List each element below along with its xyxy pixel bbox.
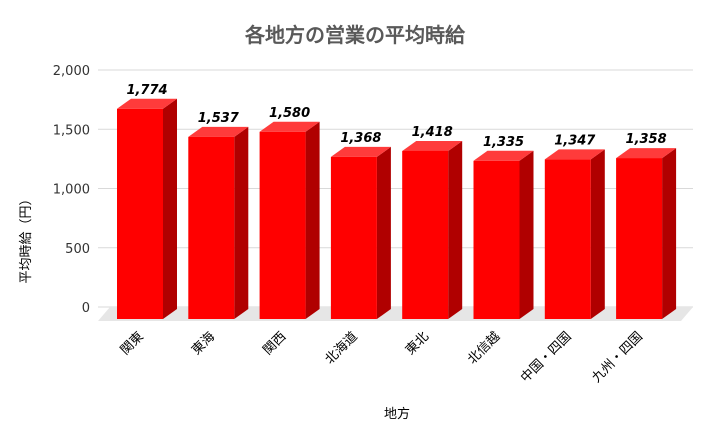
bar	[330, 146, 391, 319]
bar-side	[519, 150, 534, 319]
bar	[544, 149, 605, 319]
bar-side	[662, 148, 677, 319]
bar-top	[473, 150, 534, 161]
x-tick-label: 東海	[188, 329, 218, 359]
bar-side	[234, 126, 249, 319]
x-tick-label: 北海道	[323, 329, 361, 367]
bar-top	[188, 126, 249, 137]
bar	[616, 148, 677, 319]
bar-front	[402, 150, 449, 319]
x-tick-label: 関東	[117, 329, 147, 359]
bar	[188, 126, 249, 319]
bar-top	[402, 140, 463, 151]
x-axis-ticks: 関東 東海 関西 北海道 東北 北信越 中国・四国 九州・四国	[117, 329, 646, 386]
y-tick-label: 500	[65, 242, 90, 257]
bar	[117, 98, 177, 319]
bar-top	[544, 149, 605, 160]
bar-front	[259, 131, 306, 319]
data-label: 1,774	[126, 83, 167, 98]
data-labels: 1,774 1,537 1,580 1,368 1,418 1,335 1,347 1,358	[126, 83, 666, 150]
x-tick-label: 中国・四国	[518, 329, 575, 386]
data-label: 1,418	[412, 125, 453, 140]
bar-front	[188, 136, 235, 319]
bar-side	[305, 121, 320, 320]
bar-side	[163, 98, 177, 319]
bars	[117, 98, 677, 320]
data-label: 1,358	[626, 132, 667, 147]
x-tick-label: 北信越	[465, 329, 503, 367]
x-tick-label: 九州・四国	[589, 329, 646, 386]
data-label: 1,335	[483, 135, 524, 150]
bar-front	[330, 156, 377, 319]
data-label: 1,368	[340, 131, 381, 146]
bar	[402, 140, 463, 319]
bar-side	[448, 140, 463, 319]
y-tick-label: 0	[82, 301, 90, 316]
y-tick-label: 1,000	[53, 183, 90, 198]
bar-side	[376, 146, 391, 319]
chart-floor	[98, 307, 693, 321]
bar-front	[616, 158, 663, 319]
bar-top	[330, 146, 391, 157]
y-tick-label: 2,000	[53, 64, 90, 79]
bar-front	[473, 160, 520, 319]
bar-top	[616, 148, 677, 159]
y-tick-label: 1,500	[53, 123, 90, 138]
data-label: 1,347	[554, 133, 596, 148]
y-axis-ticks: 0 500 1,000 1,500 2,000	[53, 64, 90, 316]
data-label: 1,537	[198, 111, 240, 126]
x-tick-label: 関西	[260, 329, 289, 358]
chart-title: 各地方の営業の平均時給	[244, 23, 466, 47]
bar	[473, 150, 534, 319]
x-axis-label: 地方	[384, 406, 410, 422]
bar-side	[590, 149, 605, 319]
bar	[259, 121, 320, 320]
bar-top	[117, 98, 177, 109]
bar-front	[117, 108, 163, 319]
bar-front	[544, 159, 591, 319]
x-tick-label: 東北	[402, 329, 432, 359]
data-label: 1,580	[269, 106, 310, 121]
bar-top	[259, 121, 320, 132]
y-axis-label: 平均時給（円）	[19, 192, 34, 283]
